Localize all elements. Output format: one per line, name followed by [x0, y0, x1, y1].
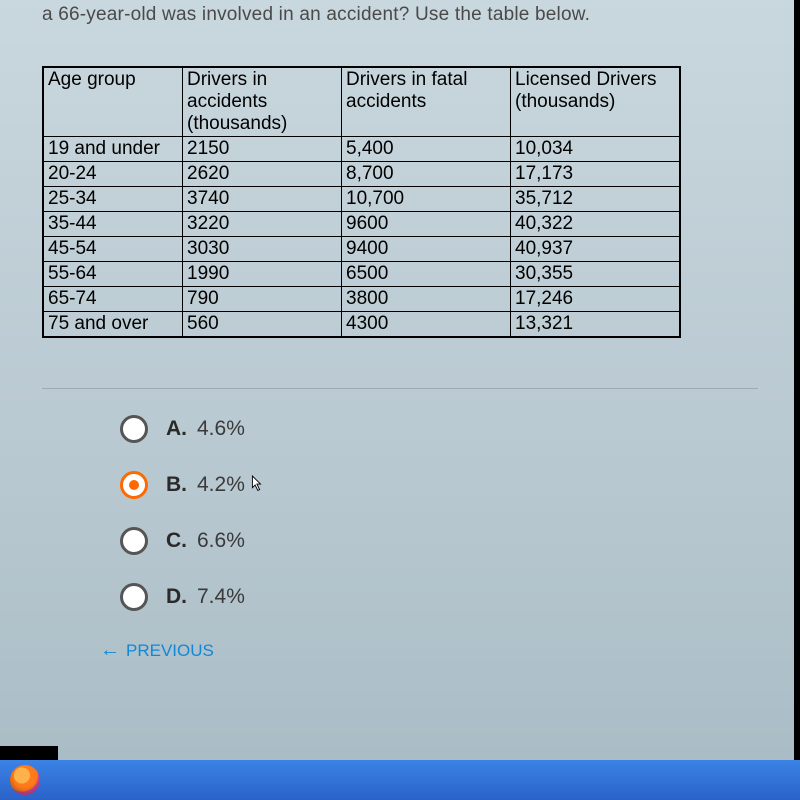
divider	[42, 388, 758, 389]
table-cell: 40,322	[511, 212, 681, 237]
option-d[interactable]: D. 7.4%	[120, 583, 780, 611]
option-value: 4.6%	[197, 417, 245, 441]
table-cell: 3800	[342, 287, 511, 312]
table-cell: 55-64	[43, 262, 183, 287]
table-row: 45-543030940040,937	[43, 237, 680, 262]
radio-icon	[120, 415, 148, 443]
table-header-row: Age group Drivers in accidents (thousand…	[43, 67, 680, 137]
table-row: 75 and over560430013,321	[43, 312, 680, 338]
option-letter: B.	[166, 473, 187, 497]
table-cell: 75 and over	[43, 312, 183, 338]
option-letter: D.	[166, 585, 187, 609]
table-cell: 2620	[183, 162, 342, 187]
table-cell: 3740	[183, 187, 342, 212]
col-header-licensed-drivers: Licensed Drivers (thousands)	[511, 67, 681, 137]
col-header-drivers-accidents: Drivers in accidents (thousands)	[183, 67, 342, 137]
table-cell: 4300	[342, 312, 511, 338]
option-value: 6.6%	[197, 529, 245, 553]
table-cell: 9400	[342, 237, 511, 262]
radio-icon	[120, 471, 148, 499]
table-cell: 790	[183, 287, 342, 312]
option-a[interactable]: A. 4.6%	[120, 415, 780, 443]
data-table: Age group Drivers in accidents (thousand…	[42, 66, 681, 338]
option-value: 4.2%	[197, 473, 245, 497]
table-cell: 5,400	[342, 137, 511, 162]
table-cell: 19 and under	[43, 137, 183, 162]
radio-icon	[120, 527, 148, 555]
table-cell: 560	[183, 312, 342, 338]
table-cell: 3030	[183, 237, 342, 262]
table-row: 20-2426208,70017,173	[43, 162, 680, 187]
table-row: 19 and under21505,40010,034	[43, 137, 680, 162]
option-b[interactable]: B. 4.2%	[120, 471, 780, 499]
table-cell: 35,712	[511, 187, 681, 212]
table-cell: 30,355	[511, 262, 681, 287]
table-cell: 6500	[342, 262, 511, 287]
table-row: 65-74790380017,246	[43, 287, 680, 312]
option-value: 7.4%	[197, 585, 245, 609]
answer-options: A. 4.6% B. 4.2% C. 6.6% D. 7.4%	[120, 415, 780, 611]
window-right-edge	[794, 0, 800, 760]
option-c[interactable]: C. 6.6%	[120, 527, 780, 555]
table-cell: 9600	[342, 212, 511, 237]
pointer-cursor-icon	[247, 474, 265, 496]
col-header-drivers-fatal: Drivers in fatal accidents	[342, 67, 511, 137]
question-text: a 66-year-old was involved in an acciden…	[42, 4, 780, 26]
table-cell: 35-44	[43, 212, 183, 237]
table-cell: 17,246	[511, 287, 681, 312]
arrow-left-icon: ←	[100, 639, 120, 662]
table-cell: 2150	[183, 137, 342, 162]
quiz-page: a 66-year-old was involved in an acciden…	[0, 4, 800, 662]
firefox-icon[interactable]	[10, 765, 40, 795]
table-cell: 45-54	[43, 237, 183, 262]
table-cell: 8,700	[342, 162, 511, 187]
previous-label: PREVIOUS	[126, 641, 214, 661]
option-letter: A.	[166, 417, 187, 441]
previous-button[interactable]: ← PREVIOUS	[100, 639, 780, 662]
table-row: 55-641990650030,355	[43, 262, 680, 287]
table-cell: 20-24	[43, 162, 183, 187]
table-row: 25-34374010,70035,712	[43, 187, 680, 212]
table-cell: 3220	[183, 212, 342, 237]
taskbar[interactable]	[0, 760, 800, 800]
table-body: 19 and under21505,40010,03420-2426208,70…	[43, 137, 680, 338]
table-cell: 40,937	[511, 237, 681, 262]
radio-icon	[120, 583, 148, 611]
table-cell: 17,173	[511, 162, 681, 187]
table-cell: 13,321	[511, 312, 681, 338]
table-row: 35-443220960040,322	[43, 212, 680, 237]
table-cell: 10,700	[342, 187, 511, 212]
table-cell: 1990	[183, 262, 342, 287]
table-cell: 25-34	[43, 187, 183, 212]
option-letter: C.	[166, 529, 187, 553]
table-cell: 10,034	[511, 137, 681, 162]
col-header-age-group: Age group	[43, 67, 183, 137]
table-cell: 65-74	[43, 287, 183, 312]
window-edge	[0, 746, 58, 760]
